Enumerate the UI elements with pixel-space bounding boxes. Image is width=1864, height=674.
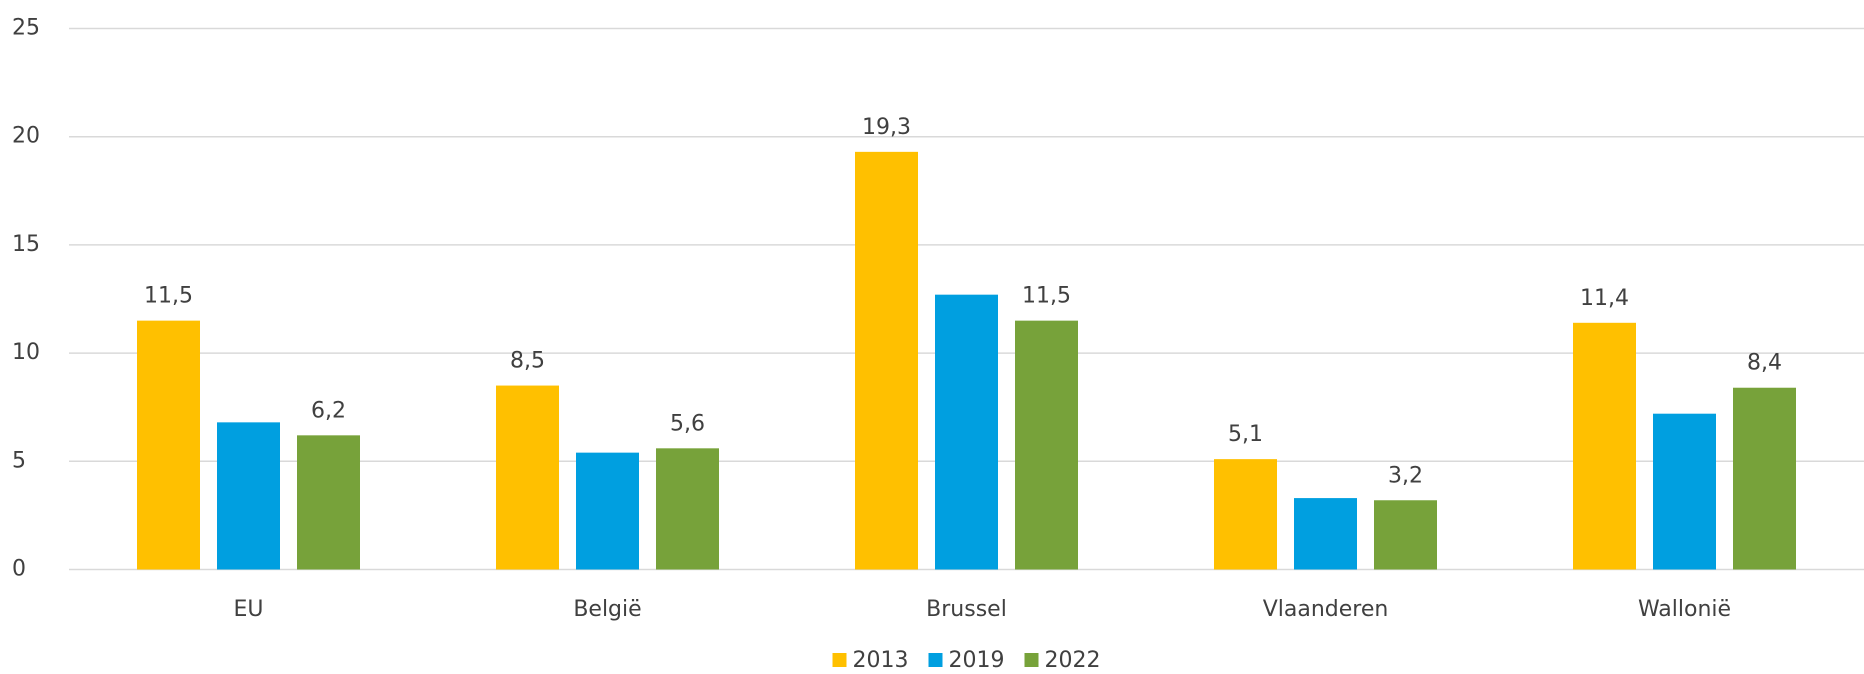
bar bbox=[1653, 413, 1716, 570]
legend-swatch bbox=[1024, 653, 1039, 667]
y-tick-label: 15 bbox=[12, 232, 40, 257]
y-tick-label: 5 bbox=[12, 448, 26, 473]
bar bbox=[935, 294, 998, 570]
bar bbox=[1573, 322, 1636, 570]
bar bbox=[855, 151, 918, 570]
bar bbox=[1374, 500, 1437, 570]
y-tick-label: 0 bbox=[12, 557, 26, 582]
x-tick-label: België bbox=[573, 597, 641, 622]
legend-label: 2022 bbox=[1045, 648, 1101, 673]
data-label: 6,2 bbox=[311, 398, 346, 423]
data-label: 11,4 bbox=[1580, 286, 1629, 311]
data-label: 8,4 bbox=[1747, 351, 1782, 376]
data-label: 5,1 bbox=[1228, 422, 1263, 447]
y-tick-label: 10 bbox=[12, 340, 40, 365]
x-tick-label: Vlaanderen bbox=[1263, 597, 1389, 622]
x-tick-label: Brussel bbox=[926, 597, 1007, 622]
data-label: 5,6 bbox=[670, 411, 705, 436]
bar bbox=[1214, 459, 1277, 570]
data-label: 3,2 bbox=[1388, 463, 1423, 488]
bar bbox=[656, 448, 719, 570]
legend-label: 2013 bbox=[853, 648, 909, 673]
bar bbox=[217, 422, 280, 570]
bar bbox=[576, 452, 639, 570]
data-label: 11,5 bbox=[1022, 284, 1071, 309]
bar bbox=[496, 385, 559, 570]
bar bbox=[1733, 387, 1796, 570]
x-tick-label: Wallonië bbox=[1638, 597, 1731, 622]
x-tick-label: EU bbox=[233, 597, 263, 622]
bar bbox=[137, 320, 200, 570]
bar bbox=[1294, 498, 1357, 570]
bar bbox=[297, 435, 360, 570]
y-tick-label: 25 bbox=[12, 16, 40, 41]
legend-label: 2019 bbox=[949, 648, 1005, 673]
data-label: 11,5 bbox=[144, 284, 193, 309]
data-label: 8,5 bbox=[510, 349, 545, 374]
bar bbox=[1015, 320, 1078, 570]
legend-swatch bbox=[832, 653, 847, 667]
data-label: 19,3 bbox=[862, 115, 911, 140]
y-tick-label: 20 bbox=[12, 124, 40, 149]
legend-swatch bbox=[928, 653, 943, 667]
